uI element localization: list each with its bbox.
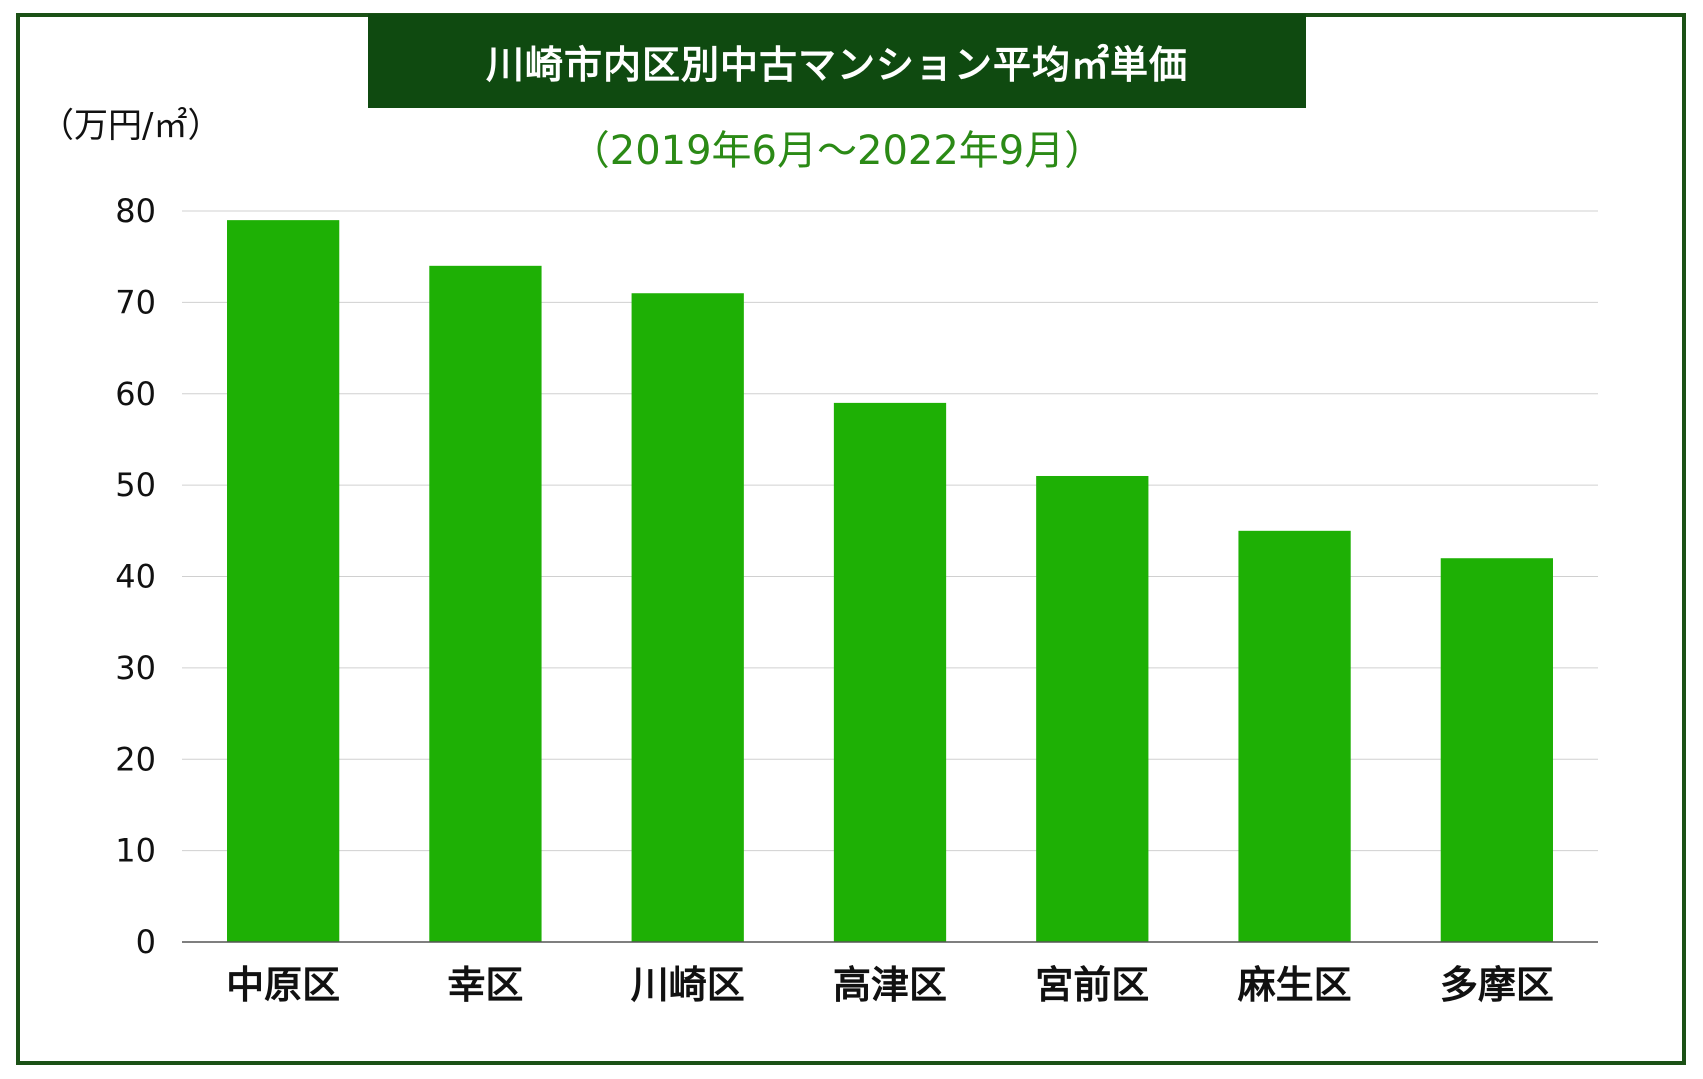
bar-7 [1440,558,1553,942]
x-category-label: 麻生区 [1238,963,1352,1007]
y-tick-label: 80 [115,192,156,230]
x-category-label: 宮前区 [1035,963,1149,1007]
x-category-label: 幸区 [447,963,523,1007]
y-tick-label: 70 [115,283,156,321]
y-tick-label: 20 [115,740,156,778]
x-category-label: 川崎区 [631,963,745,1007]
y-tick-label: 60 [115,375,156,413]
y-tick-label: 0 [136,923,156,961]
bar-5 [1036,475,1149,942]
x-category-label: 高津区 [833,963,947,1007]
bar-1 [227,220,340,942]
x-axis-labels: 中原区 幸区 川崎区 高津区 宮前区 麻生区 多摩区 [226,963,1554,1007]
x-category-label: 中原区 [226,963,340,1007]
y-tick-label: 10 [115,832,156,870]
bars [227,220,1553,942]
y-axis-ticks: 0 10 20 30 40 50 60 70 80 [115,192,156,961]
chart-subtitle: （2019年6月〜2022年9月） [569,128,1105,174]
y-tick-label: 40 [115,558,156,596]
y-axis-unit-label: （万円/㎡） [40,106,222,146]
y-tick-label: 50 [115,466,156,504]
bar-2 [429,265,542,942]
chart-title: 川崎市内区別中古マンション平均㎡単価 [368,14,1306,108]
x-category-label: 多摩区 [1440,963,1554,1007]
bar-3 [631,293,744,942]
bar-4 [833,402,947,942]
y-tick-label: 30 [115,649,156,687]
bar-6 [1238,530,1351,942]
